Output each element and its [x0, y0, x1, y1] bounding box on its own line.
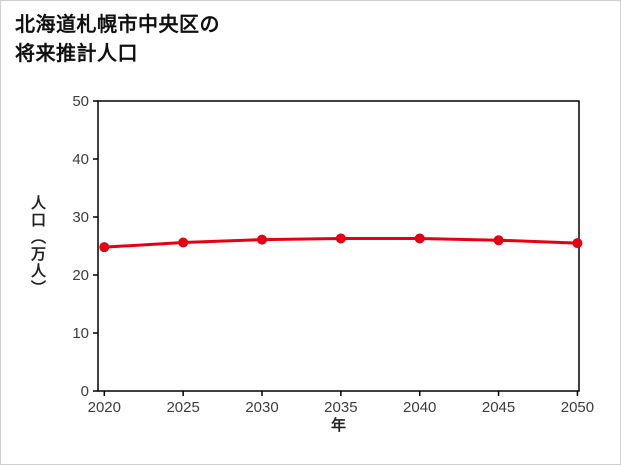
y-axis-label: 人口（万人） — [29, 195, 46, 297]
data-point — [99, 242, 110, 253]
x-tick-label: 2035 — [324, 399, 357, 416]
data-point — [257, 234, 268, 245]
data-point — [178, 237, 189, 248]
y-tick-label: 30 — [72, 209, 89, 226]
x-tick-label: 2030 — [245, 399, 278, 416]
plot-border — [97, 100, 580, 392]
y-tick-label: 50 — [72, 93, 89, 110]
y-tick-label: 40 — [72, 151, 89, 168]
data-point — [493, 235, 504, 246]
data-point — [572, 238, 583, 249]
x-axis-label: 年 — [330, 417, 346, 434]
y-tick-label: 20 — [72, 267, 89, 284]
y-tick-label: 10 — [72, 325, 89, 342]
x-tick-label: 2020 — [88, 399, 121, 416]
chart-title-line2: 将来推計人口 — [15, 43, 138, 65]
y-tick-label: 0 — [81, 383, 89, 400]
x-tick-label: 2025 — [166, 399, 199, 416]
chart-title-line1: 北海道札幌市中央区の — [15, 14, 220, 36]
x-tick-label: 2050 — [561, 399, 594, 416]
x-tick-label: 2045 — [482, 399, 515, 416]
data-point — [414, 233, 425, 244]
x-tick-label: 2040 — [403, 399, 436, 416]
data-point — [335, 233, 346, 244]
chart-title: 北海道札幌市中央区の 将来推計人口 — [15, 11, 220, 69]
